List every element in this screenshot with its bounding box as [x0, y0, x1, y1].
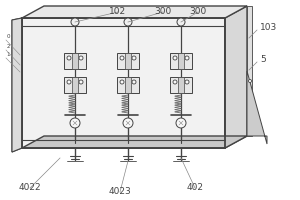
Bar: [125, 53, 131, 69]
Text: 2: 2: [6, 44, 10, 48]
Text: 102: 102: [110, 7, 127, 17]
Polygon shape: [247, 6, 252, 136]
Circle shape: [123, 118, 133, 128]
Circle shape: [185, 56, 189, 60]
Circle shape: [79, 80, 83, 84]
Text: 402: 402: [187, 184, 203, 192]
Circle shape: [248, 79, 251, 82]
Circle shape: [79, 56, 83, 60]
Bar: [64, 77, 86, 93]
Circle shape: [177, 18, 185, 26]
Polygon shape: [12, 18, 22, 152]
Circle shape: [67, 56, 71, 60]
Circle shape: [120, 80, 124, 84]
Circle shape: [132, 80, 136, 84]
Bar: [72, 77, 78, 93]
Bar: [117, 77, 139, 93]
Bar: [170, 53, 192, 69]
Circle shape: [176, 118, 186, 128]
Bar: [64, 53, 86, 69]
Text: 1: 1: [6, 51, 10, 56]
Polygon shape: [22, 6, 247, 18]
Circle shape: [67, 80, 71, 84]
Text: 300: 300: [154, 7, 172, 17]
Polygon shape: [247, 71, 267, 144]
Polygon shape: [22, 18, 225, 148]
Polygon shape: [22, 136, 247, 148]
Circle shape: [124, 18, 132, 26]
Text: 4023: 4023: [109, 188, 131, 196]
Bar: [170, 77, 192, 93]
Circle shape: [71, 18, 79, 26]
Circle shape: [132, 56, 136, 60]
Text: 103: 103: [260, 23, 277, 32]
Polygon shape: [225, 6, 247, 148]
Text: 5: 5: [260, 55, 266, 64]
Circle shape: [185, 80, 189, 84]
Bar: [178, 53, 184, 69]
Text: 0: 0: [6, 33, 10, 38]
Text: 300: 300: [189, 7, 207, 17]
Circle shape: [173, 80, 177, 84]
Bar: [178, 77, 184, 93]
Bar: [125, 77, 131, 93]
Circle shape: [70, 118, 80, 128]
Circle shape: [120, 56, 124, 60]
Text: 4022: 4022: [19, 184, 41, 192]
Polygon shape: [12, 18, 22, 152]
Bar: [72, 53, 78, 69]
Circle shape: [173, 56, 177, 60]
Bar: [117, 53, 139, 69]
